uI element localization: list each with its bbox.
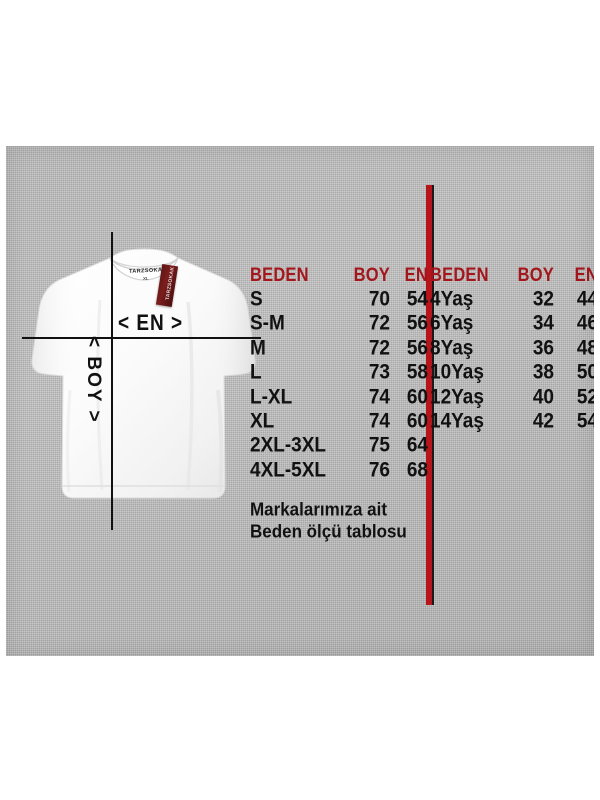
cell-size: XL <box>250 409 275 433</box>
cell-size: 6Yaş <box>430 311 474 336</box>
cell-length: 75 <box>368 433 390 458</box>
cell-length: 72 <box>368 311 390 336</box>
kids-size-table: BEDEN BOY EN 4Yaş 32 44 6Yaş 34 46 8Yaş … <box>430 264 594 436</box>
cell-length: 74 <box>368 384 390 409</box>
column-header-size: BEDEN <box>430 264 489 286</box>
length-measure-line <box>111 232 113 530</box>
chart-caption: Markalarımıza ait Beden ölçü tablosu <box>250 498 440 542</box>
size-chart-photo: TARZSOKAK XL TARZSOKAK < EN > < BOY > BE… <box>6 146 594 656</box>
cell-size: S <box>250 287 263 311</box>
table-row: 12Yaş 40 52 <box>430 384 594 412</box>
cell-width: 60 <box>406 409 428 433</box>
cell-length: 42 <box>532 409 554 433</box>
cell-width: 52 <box>576 384 594 409</box>
red-divider <box>426 185 434 605</box>
cell-width: 50 <box>576 360 594 385</box>
cell-length: 40 <box>532 384 554 409</box>
table-row: 6Yaş 34 46 <box>430 311 594 338</box>
column-header-size: BEDEN <box>250 264 309 286</box>
cell-size: 8Yaş <box>430 336 474 360</box>
cell-size: L <box>250 360 262 385</box>
column-header-length: BOY <box>353 264 390 286</box>
table-row: 10Yaş 38 50 <box>430 360 594 387</box>
cell-width: 58 <box>406 360 428 385</box>
caption-line-1: Markalarımıza ait <box>250 499 388 520</box>
table-row: L 73 58 <box>250 360 428 387</box>
table-row: 4Yaş 32 44 <box>430 287 594 314</box>
width-measure-line <box>22 337 261 339</box>
cell-length: 72 <box>368 336 390 360</box>
width-label: < EN > <box>118 311 184 336</box>
column-header-width: EN <box>404 264 428 286</box>
cell-size: S-M <box>250 311 285 336</box>
cell-size: 12Yaş <box>430 384 484 409</box>
cell-length: 32 <box>532 287 554 311</box>
table-row: S 70 54 <box>250 287 428 314</box>
tshirt-illustration: TARZSOKAK XL TARZSOKAK <box>22 240 267 515</box>
cell-width: 46 <box>576 311 594 336</box>
cell-size: 10Yaş <box>430 360 484 385</box>
length-label: < BOY > <box>83 336 104 424</box>
table-row: L-XL 74 60 <box>250 384 428 412</box>
cell-size: 14Yaş <box>430 409 484 433</box>
cell-width: 54 <box>406 287 428 311</box>
table-row: 2XL-3XL 75 64 <box>250 433 428 460</box>
cell-size: L-XL <box>250 384 293 409</box>
cell-size: 4XL-5XL <box>250 458 327 482</box>
tshirt-svg <box>31 248 256 499</box>
table-header-row: BEDEN BOY EN <box>430 264 594 290</box>
cell-width: 54 <box>576 409 594 433</box>
cell-width: 60 <box>406 384 428 409</box>
cell-width: 44 <box>576 287 594 311</box>
cell-width: 56 <box>406 311 428 336</box>
cell-size: M <box>250 336 266 360</box>
cell-length: 38 <box>532 360 554 385</box>
table-row: 14Yaş 42 54 <box>430 409 594 436</box>
cell-size: 2XL-3XL <box>250 433 327 458</box>
cell-length: 76 <box>368 458 390 482</box>
neck-size-label: XL <box>143 276 149 281</box>
table-row: S-M 72 56 <box>250 311 428 338</box>
cell-length: 73 <box>368 360 390 385</box>
cell-length: 36 <box>532 336 554 360</box>
cell-length: 34 <box>532 311 554 336</box>
cell-width: 64 <box>406 433 428 458</box>
column-header-width: EN <box>574 264 594 286</box>
table-row: 8Yaş 36 48 <box>430 336 594 363</box>
table-row: M 72 56 <box>250 336 428 363</box>
column-header-length: BOY <box>517 264 554 286</box>
cell-length: 74 <box>368 409 390 433</box>
table-header-row: BEDEN BOY EN <box>250 264 428 290</box>
cell-width: 48 <box>576 336 594 360</box>
cell-size: 4Yaş <box>430 287 474 311</box>
cell-length: 70 <box>368 287 390 311</box>
table-row: XL 74 60 <box>250 409 428 436</box>
caption-line-2: Beden ölçü tablosu <box>250 521 407 542</box>
table-row: 4XL-5XL 76 68 <box>250 458 428 485</box>
cell-width: 68 <box>406 458 428 482</box>
cell-width: 56 <box>406 336 428 360</box>
adult-size-table: BEDEN BOY EN S 70 54 S-M 72 56 M 72 56 L <box>250 264 428 485</box>
